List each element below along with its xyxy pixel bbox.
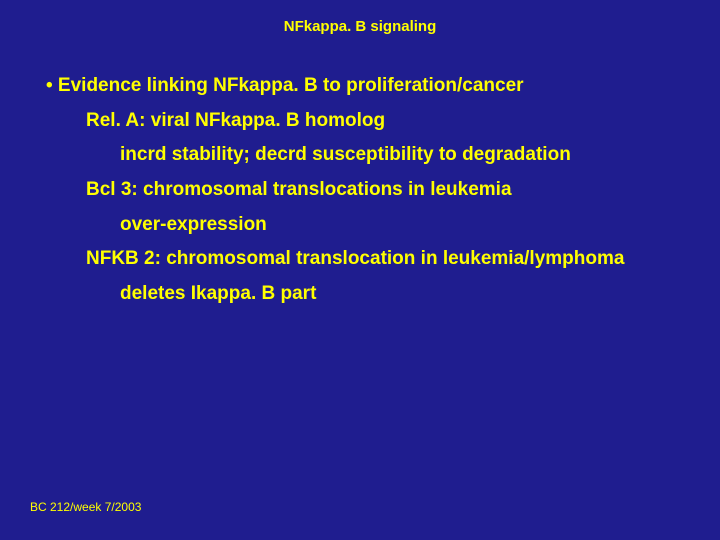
slide: NFkappa. B signaling • Evidence linking … [0,0,720,540]
body-line: NFKB 2: chromosomal translocation in leu… [46,246,720,272]
slide-content: • Evidence linking NFkappa. B to prolife… [0,35,720,306]
body-line: deletes Ikappa. B part [46,281,720,307]
slide-footer: BC 212/week 7/2003 [30,500,141,514]
bullet-heading: • Evidence linking NFkappa. B to prolife… [46,73,720,99]
body-line: Rel. A: viral NFkappa. B homolog [46,108,720,134]
body-line: incrd stability; decrd susceptibility to… [46,142,720,168]
slide-title: NFkappa. B signaling [0,0,720,35]
body-line: Bcl 3: chromosomal translocations in leu… [46,177,720,203]
body-line: over-expression [46,212,720,238]
